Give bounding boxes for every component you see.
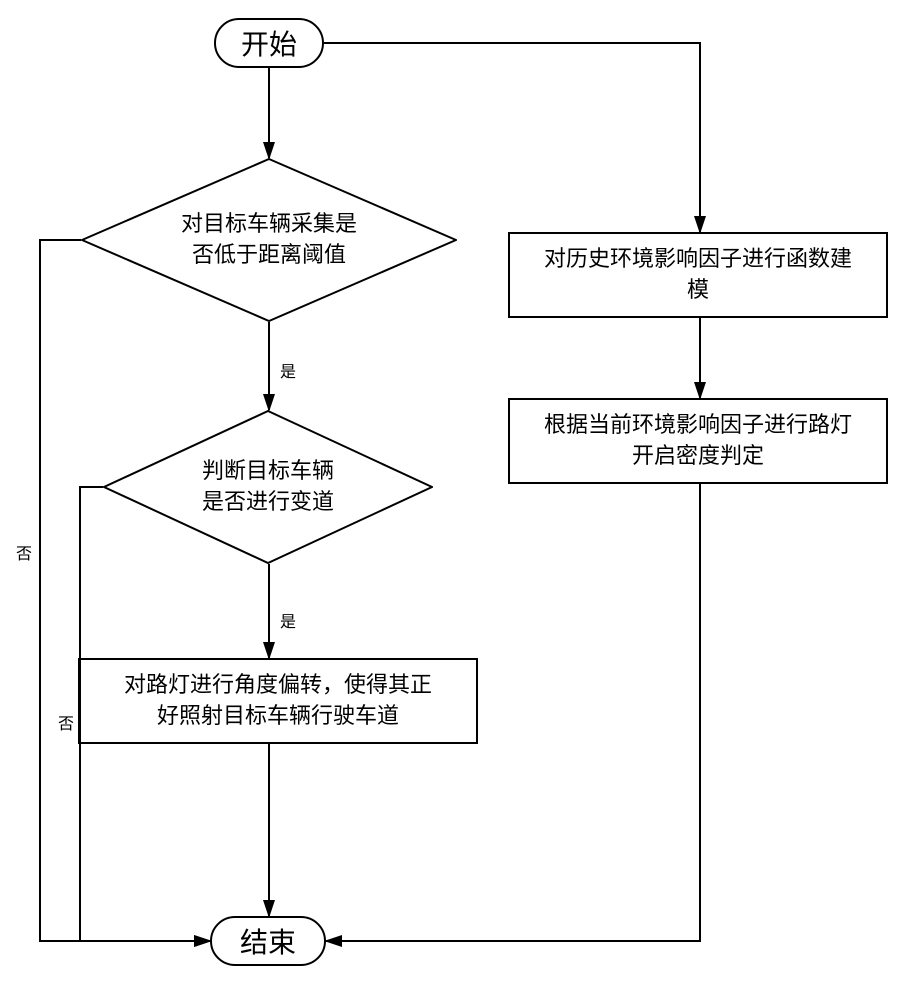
- edge-label-no-2: 否: [58, 710, 74, 734]
- p2-line1: 对历史环境影响因子进行函数建: [544, 246, 852, 271]
- d2-line2: 是否进行变道: [202, 489, 334, 514]
- process-text: 对历史环境影响因子进行函数建 模: [544, 244, 852, 306]
- p1-line1: 对路灯进行角度偏转，使得其正: [124, 672, 432, 697]
- d1-line2: 否低于距离阈值: [192, 242, 346, 267]
- p1-line2: 好照射目标车辆行驶车道: [157, 703, 399, 728]
- start-node: 开始: [214, 18, 324, 68]
- decision-text: 对目标车辆采集是 否低于距离阈值: [122, 209, 415, 271]
- d1-line1: 对目标车辆采集是: [181, 211, 357, 236]
- start-label: 开始: [241, 23, 297, 63]
- edge-label-yes-2: 是: [280, 608, 296, 632]
- edge-label-no-1: 否: [16, 540, 32, 564]
- process-density-judge: 根据当前环境影响因子进行路灯 开启密度判定: [508, 398, 888, 484]
- process-text: 对路灯进行角度偏转，使得其正 好照射目标车辆行驶车道: [124, 670, 432, 732]
- process-angle-adjust: 对路灯进行角度偏转，使得其正 好照射目标车辆行驶车道: [78, 658, 478, 744]
- end-node: 结束: [210, 916, 326, 966]
- process-history-model: 对历史环境影响因子进行函数建 模: [508, 232, 888, 318]
- decision-text: 判断目标车辆 是否进行变道: [139, 456, 396, 518]
- d2-line1: 判断目标车辆: [202, 458, 334, 483]
- end-label: 结束: [240, 921, 296, 961]
- decision-lane-change: 判断目标车辆 是否进行变道: [103, 410, 433, 564]
- p3-line1: 根据当前环境影响因子进行路灯: [544, 412, 852, 437]
- process-text: 根据当前环境影响因子进行路灯 开启密度判定: [544, 410, 852, 472]
- p2-line2: 模: [687, 277, 709, 302]
- decision-distance-threshold: 对目标车辆采集是 否低于距离阈值: [81, 158, 457, 322]
- p3-line2: 开启密度判定: [632, 443, 764, 468]
- edge-label-yes-1: 是: [280, 358, 296, 382]
